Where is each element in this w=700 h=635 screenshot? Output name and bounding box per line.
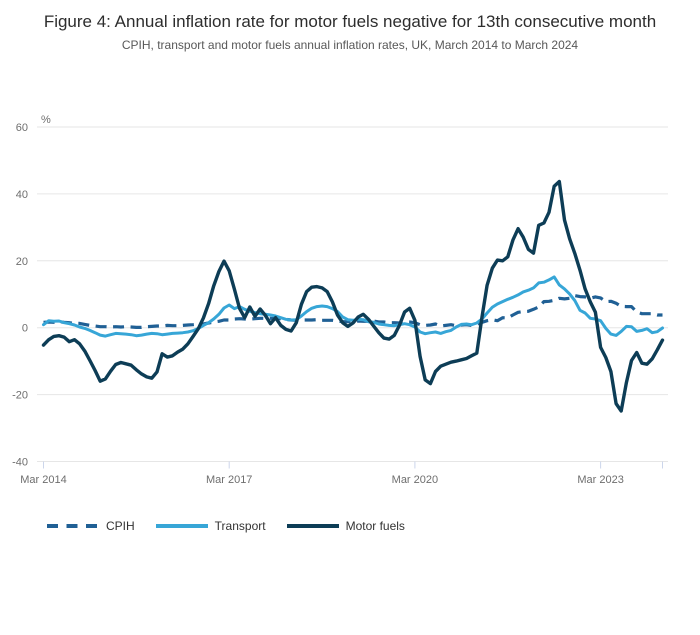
legend-label-transport: Transport [214,519,266,533]
x-axis-tick-label: Mar 2017 [206,474,252,486]
y-axis-tick-label: -20 [12,390,28,402]
inflation-line-chart: 60 40 20 0 -20 -40% Mar 2014 Mar 2017 Mar 2020 Ma… [12,114,668,486]
chart-title: Figure 4: Annual inflation rate for moto… [43,12,657,31]
chart-legend: CPIH Transport Motor fuels [47,519,700,533]
chart-subtitle: CPIH, transport and motor fuels annual i… [121,38,579,52]
legend-item-transport[interactable]: Transport [155,519,266,533]
series-line-cpih [43,294,663,329]
cpih-dashed-line-swatch [47,524,99,528]
motor-fuels-line-swatch [286,524,339,528]
x-axis-tick-label: Mar 2014 [20,474,66,486]
series-line-motor-fuels [41,179,665,413]
y-axis-tick-label: 0 [22,323,28,335]
x-axis-tick-label: Mar 2020 [392,474,438,486]
y-axis-tick-label: 40 [16,189,28,201]
y-axis-tick-label: 20 [16,256,28,268]
series-line-transport [42,275,664,338]
x-axis-tick-label: Mar 2023 [577,474,623,486]
y-axis-tick-label: 60 [16,122,28,134]
y-axis-tick-label: -40 [12,457,28,469]
y-axis-unit-label: % [41,114,51,126]
legend-label-motor-fuels: Motor fuels [345,519,405,533]
legend-item-cpih[interactable]: CPIH [47,519,135,533]
legend-label-cpih: CPIH [106,519,135,533]
legend-item-motor-fuels[interactable]: Motor fuels [286,519,405,533]
transport-line-swatch [155,524,208,528]
